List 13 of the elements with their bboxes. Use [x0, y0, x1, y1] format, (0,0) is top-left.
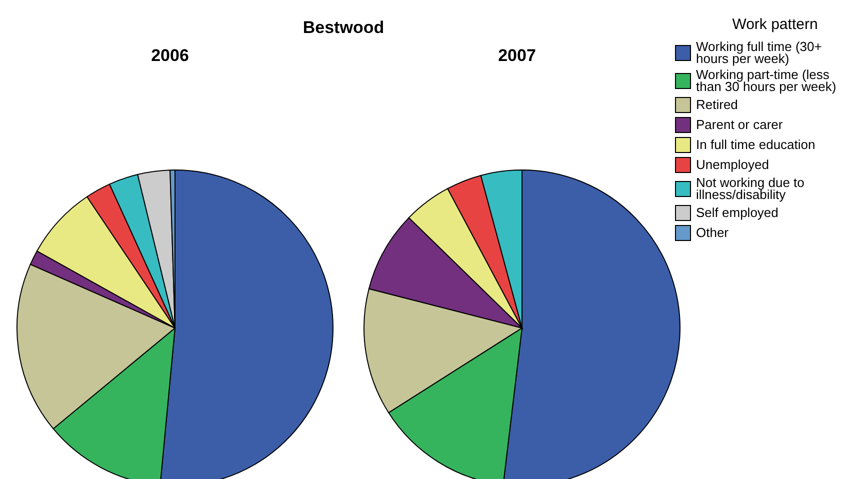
legend-label: Unemployed: [696, 157, 770, 172]
legend-label: In full time education: [696, 137, 816, 152]
legend-label: Not working due to illness/disability: [696, 175, 806, 202]
legend-label: Working part-time (less than 30 hours per week): [696, 67, 838, 94]
legend-label: Parent or carer: [696, 117, 784, 132]
chart-subtitle: 2006: [150, 46, 190, 66]
chart-subtitle: 2007: [497, 46, 537, 66]
legend-label: Working full time (30+ hours per week): [696, 39, 823, 66]
legend-label: Self employed: [696, 205, 780, 220]
legend-label: Retired: [696, 97, 739, 112]
legend-title: Work pattern: [731, 16, 819, 33]
chart-title: Bestwood: [302, 18, 386, 38]
legend-label: Other: [696, 225, 730, 240]
